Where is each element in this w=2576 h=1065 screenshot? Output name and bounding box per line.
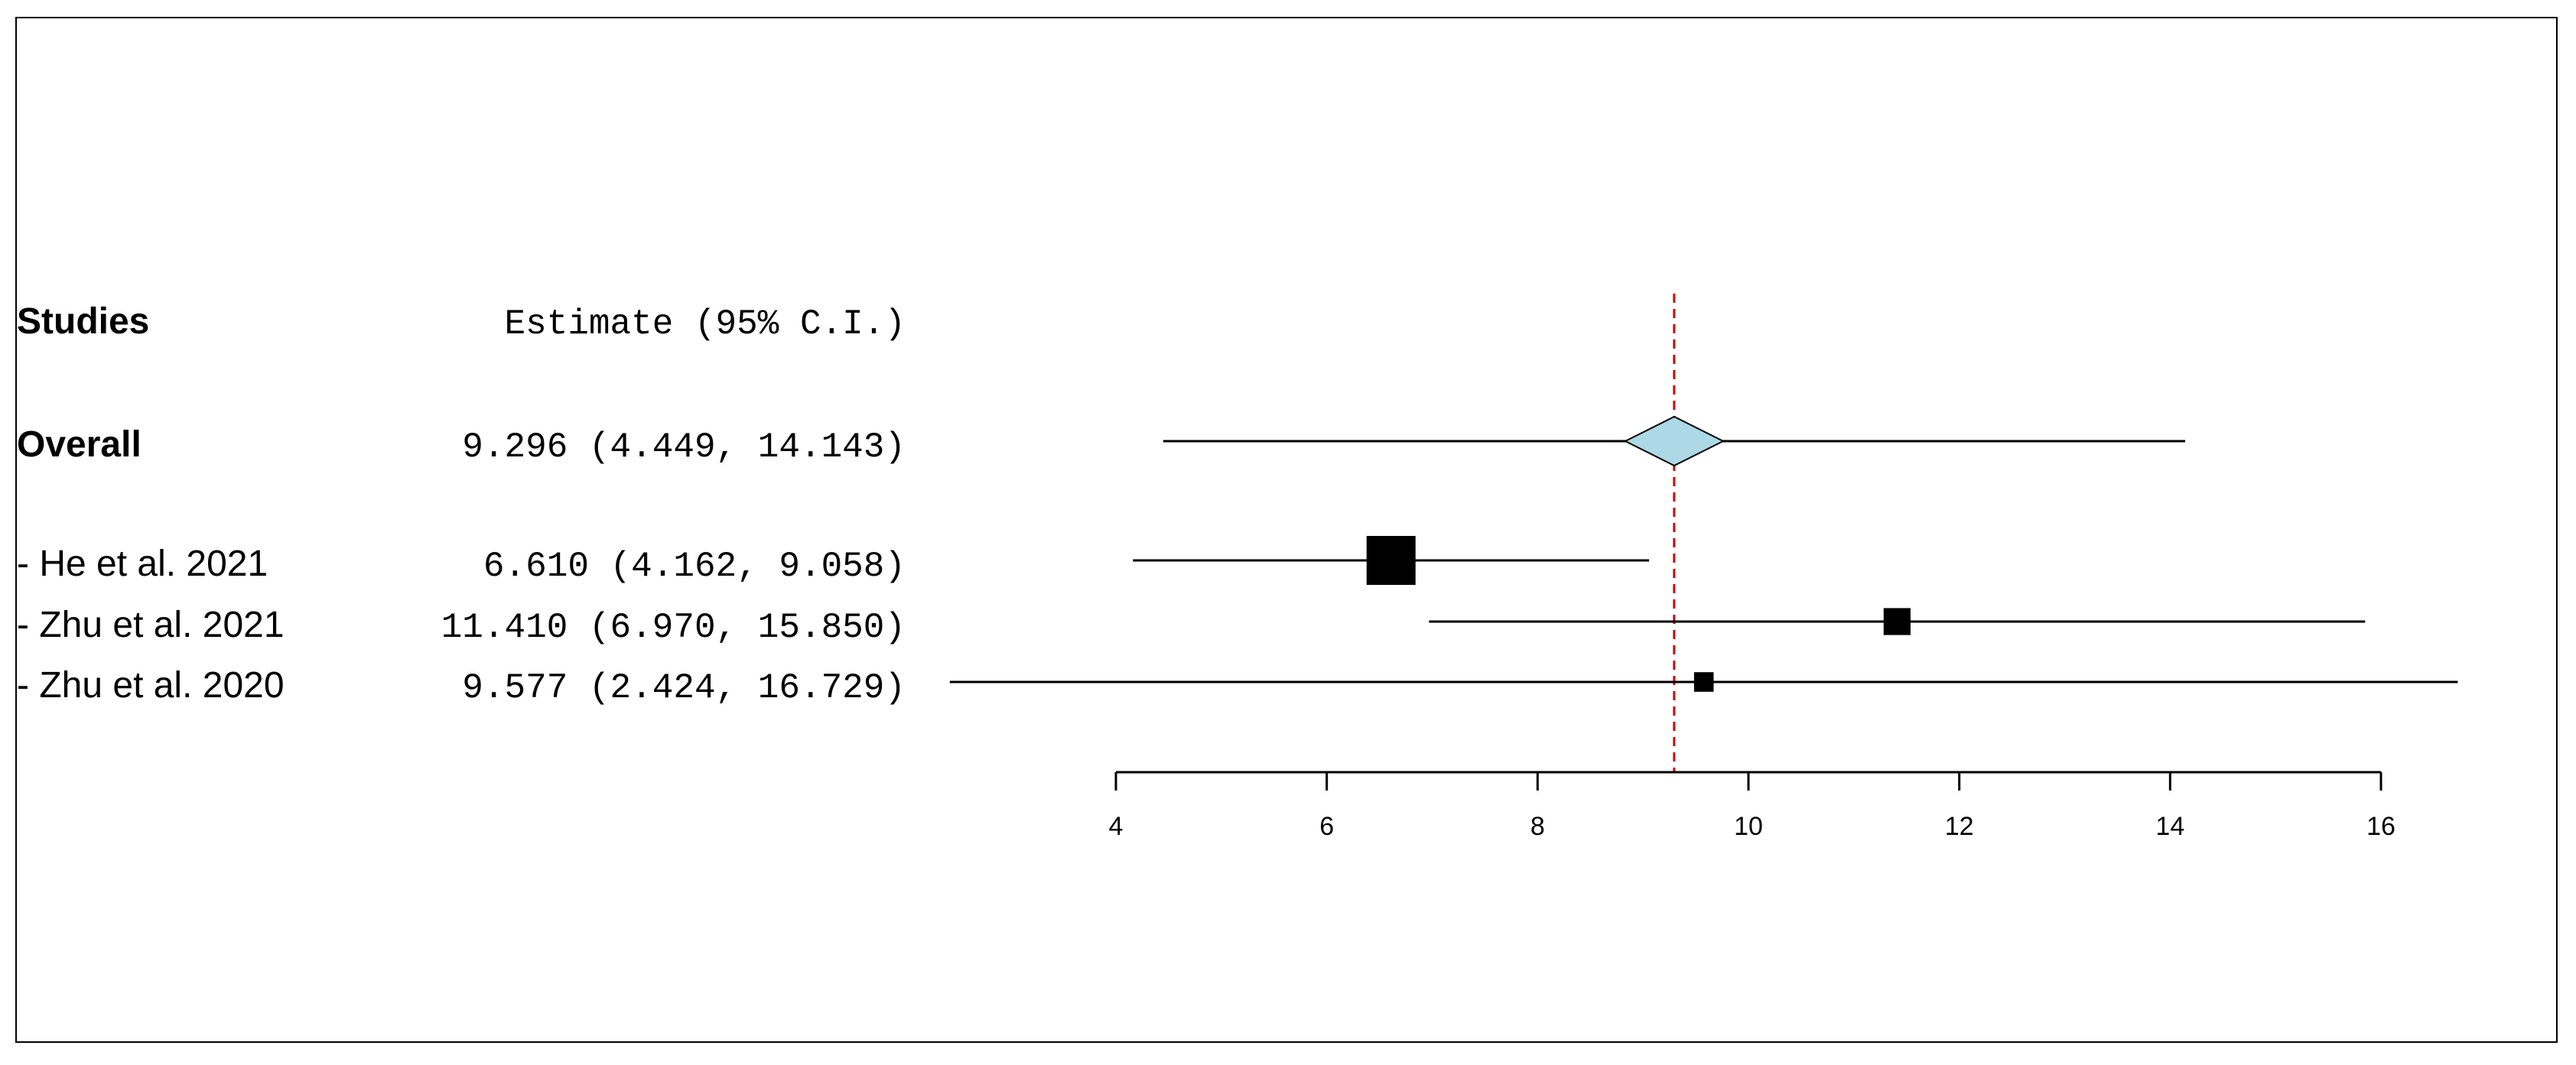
study-estimate-text: 11.410 (6.970, 15.850)	[441, 608, 906, 648]
study-point-marker	[1366, 536, 1416, 585]
x-axis: 4 6 8 10 12 14 16	[1109, 771, 2395, 841]
estimate-header: Estimate (95% C.I.)	[505, 304, 906, 344]
x-tick-label: 12	[1945, 812, 1974, 841]
x-tick-label: 16	[2366, 812, 2395, 841]
x-tick-label: 4	[1109, 812, 1124, 841]
overall-label: Overall	[17, 424, 141, 465]
x-tick-label: 8	[1530, 812, 1545, 841]
x-tick-label: 6	[1319, 812, 1334, 841]
study-estimate-text: 6.610 (4.162, 9.058)	[483, 547, 906, 586]
x-tick-label: 14	[2155, 812, 2184, 841]
study-label: - He et al. 2021	[17, 544, 268, 584]
study-label: - Zhu et al. 2020	[17, 665, 285, 706]
overall-estimate-text: 9.296 (4.449, 14.143)	[462, 427, 906, 467]
plot-frame	[15, 17, 2558, 1043]
plot-marks	[949, 294, 2458, 772]
studies-header: Studies	[17, 301, 149, 342]
study-point-marker	[1693, 672, 1714, 692]
x-tick-label: 10	[1734, 812, 1763, 841]
study-labels: - He et al. 2021 6.610 (4.162, 9.058) - Zh…	[17, 544, 906, 708]
study-label: - Zhu et al. 2021	[17, 605, 285, 645]
study-point-marker	[1883, 608, 1911, 635]
overall-diamond	[1623, 415, 1725, 467]
study-estimate-text: 9.577 (2.424, 16.729)	[462, 668, 906, 708]
